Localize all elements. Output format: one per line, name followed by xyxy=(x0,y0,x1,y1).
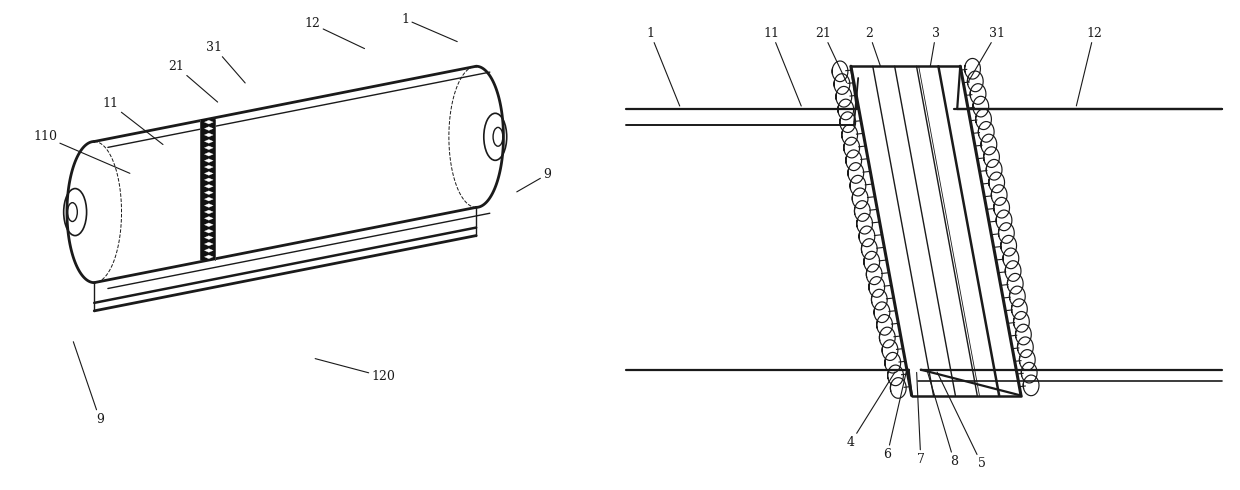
Polygon shape xyxy=(205,217,213,220)
Text: 9: 9 xyxy=(73,342,104,425)
Polygon shape xyxy=(205,204,213,207)
Polygon shape xyxy=(205,229,213,233)
Polygon shape xyxy=(205,236,213,240)
Polygon shape xyxy=(205,223,213,227)
Text: 120: 120 xyxy=(315,359,396,383)
Polygon shape xyxy=(205,197,213,201)
Text: 11: 11 xyxy=(103,98,162,145)
Polygon shape xyxy=(205,184,213,188)
Text: 4: 4 xyxy=(847,372,895,449)
Polygon shape xyxy=(205,140,213,143)
Polygon shape xyxy=(205,210,213,214)
Text: 21: 21 xyxy=(816,27,847,82)
Text: 1: 1 xyxy=(402,13,458,42)
Text: 1: 1 xyxy=(646,27,680,106)
Polygon shape xyxy=(205,172,213,175)
Polygon shape xyxy=(205,127,213,130)
Polygon shape xyxy=(205,248,213,252)
Polygon shape xyxy=(205,146,213,149)
Polygon shape xyxy=(205,255,213,259)
Polygon shape xyxy=(205,133,213,137)
Text: 3: 3 xyxy=(930,27,940,66)
Text: 110: 110 xyxy=(33,130,130,173)
Text: 21: 21 xyxy=(169,60,218,102)
Text: 31: 31 xyxy=(206,41,246,83)
Text: 31: 31 xyxy=(967,27,1004,83)
Text: 12: 12 xyxy=(305,18,365,49)
Text: 7: 7 xyxy=(916,372,925,465)
Text: 6: 6 xyxy=(883,372,906,461)
Polygon shape xyxy=(205,165,213,169)
Text: 5: 5 xyxy=(937,372,986,470)
Text: 2: 2 xyxy=(866,27,880,66)
Text: 11: 11 xyxy=(764,27,801,106)
Polygon shape xyxy=(205,152,213,156)
Polygon shape xyxy=(205,242,213,246)
Polygon shape xyxy=(205,159,213,163)
Polygon shape xyxy=(205,191,213,195)
Polygon shape xyxy=(205,178,213,182)
Polygon shape xyxy=(200,119,215,260)
Polygon shape xyxy=(205,120,213,124)
Text: 9: 9 xyxy=(517,168,551,192)
Text: 8: 8 xyxy=(928,372,959,468)
Text: 12: 12 xyxy=(1076,27,1102,106)
